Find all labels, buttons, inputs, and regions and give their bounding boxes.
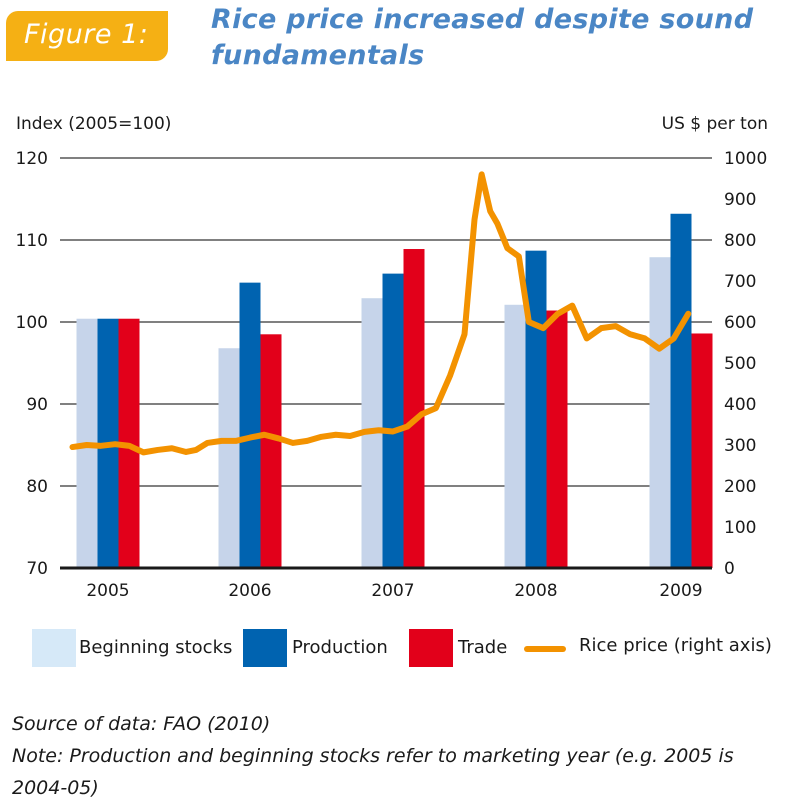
x-tick-label: 2008 — [514, 581, 557, 601]
left-tick-labels: 70 80 90 100 110 120 — [16, 149, 48, 579]
bar-beginning-stocks-2006 — [219, 348, 240, 568]
legend-swatch-production — [243, 629, 287, 667]
legend-swatch-beginning-stocks — [32, 629, 76, 667]
x-tick-label: 2006 — [228, 581, 271, 601]
x-tick-labels: 2005 2006 2007 2008 2009 — [86, 581, 702, 601]
right-tick-label: 500 — [724, 354, 756, 374]
legend-swatch-trade — [409, 629, 453, 667]
right-tick-label: 600 — [724, 313, 756, 333]
bar-production-2006 — [240, 283, 261, 568]
bar-production-2008 — [526, 251, 547, 568]
bar-trade-2006 — [261, 334, 282, 568]
bar-trade-2008 — [547, 311, 568, 568]
left-tick-label: 110 — [16, 231, 48, 251]
bar-beginning-stocks-2009 — [650, 257, 671, 568]
bar-trade-2007 — [404, 249, 425, 568]
right-tick-labels: 0 100 200 300 400 500 600 700 800 900 1000 — [724, 149, 767, 579]
right-tick-label: 300 — [724, 436, 756, 456]
legend-label-beginning-stocks: Beginning stocks — [79, 637, 232, 658]
legend: Beginning stocks Production Trade Rice p… — [0, 629, 790, 669]
chart-plot: 70 80 90 100 110 120 0 100 200 300 400 500 600 700 80… — [0, 0, 790, 620]
right-tick-label: 400 — [724, 395, 756, 415]
footnote: Note: Production and beginning stocks re… — [12, 740, 787, 804]
bar-beginning-stocks-2008 — [505, 305, 526, 568]
left-tick-label: 80 — [26, 477, 48, 497]
right-tick-label: 0 — [724, 559, 735, 579]
x-tick-label: 2005 — [86, 581, 129, 601]
right-tick-label: 1000 — [724, 149, 767, 169]
x-tick-label: 2007 — [371, 581, 414, 601]
legend-label-rice-price: Rice price (right axis) — [579, 635, 772, 656]
left-tick-label: 100 — [16, 313, 48, 333]
notes: Source of data: FAO (2010) Note: Product… — [12, 708, 787, 804]
right-tick-label: 900 — [724, 190, 756, 210]
right-tick-label: 700 — [724, 272, 756, 292]
legend-label-production: Production — [292, 637, 388, 658]
right-tick-label: 800 — [724, 231, 756, 251]
bar-production-2009 — [671, 214, 692, 568]
left-tick-label: 120 — [16, 149, 48, 169]
legend-line-rice-price — [524, 646, 566, 652]
right-tick-label: 200 — [724, 477, 756, 497]
legend-label-trade: Trade — [458, 637, 507, 658]
source-note: Source of data: FAO (2010) — [12, 708, 787, 740]
x-tick-label: 2009 — [659, 581, 702, 601]
left-tick-label: 70 — [26, 559, 48, 579]
bars — [77, 214, 713, 568]
left-tick-label: 90 — [26, 395, 48, 415]
bar-production-2007 — [383, 274, 404, 568]
right-tick-label: 100 — [724, 518, 756, 538]
bar-trade-2009 — [692, 333, 713, 568]
